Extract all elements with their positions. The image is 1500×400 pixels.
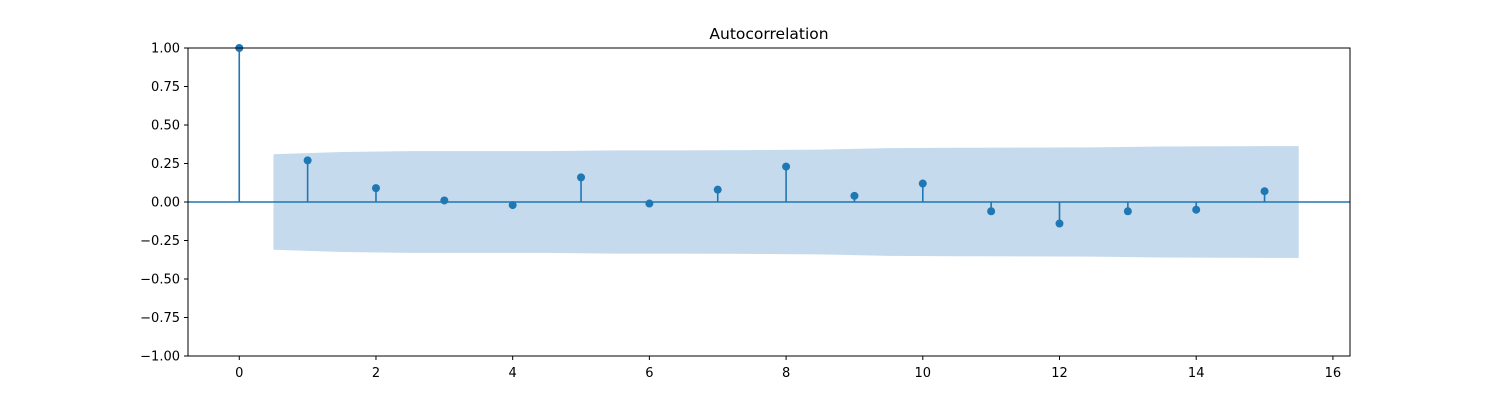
y-axis-ticks: −1.00 −0.75 −0.50 −0.25 0.00 0.25 0.50 0.75 1.00	[140, 42, 188, 365]
x-tick-label: 2	[372, 366, 380, 381]
stem-marker	[1260, 187, 1269, 196]
x-tick-label: 8	[782, 366, 790, 381]
stem-marker	[713, 185, 722, 194]
x-tick-label: 12	[1051, 366, 1068, 381]
stem-marker	[987, 207, 996, 216]
y-tick-label: 0.75	[151, 80, 180, 95]
x-tick-label: 4	[509, 366, 517, 381]
stem-marker	[1055, 219, 1064, 228]
x-axis-ticks: 0 2 4 6 8 10 12 14 16	[235, 356, 1341, 381]
stem-marker	[303, 156, 312, 165]
y-tick-label: −1.00	[140, 350, 180, 365]
stem-marker	[577, 173, 586, 182]
y-tick-label: −0.75	[140, 311, 180, 326]
stem-marker	[440, 196, 449, 205]
y-tick-label: −0.25	[140, 234, 180, 249]
stem-marker	[782, 162, 791, 171]
x-tick-label: 0	[235, 366, 243, 381]
y-tick-label: 1.00	[151, 42, 180, 57]
stem-marker	[918, 179, 927, 188]
stem-marker	[1123, 207, 1132, 216]
x-tick-label: 10	[915, 366, 932, 381]
chart-title: Autocorrelation	[709, 25, 828, 43]
y-tick-label: 0.00	[151, 196, 180, 211]
y-tick-label: 0.50	[151, 119, 180, 134]
stem-marker	[371, 184, 380, 193]
stem-marker	[508, 201, 517, 210]
y-tick-label: −0.50	[140, 273, 180, 288]
y-tick-label: 0.25	[151, 157, 180, 172]
stem-marker	[1192, 205, 1201, 214]
stem-marker	[645, 199, 654, 208]
stem-marker	[850, 191, 859, 200]
x-tick-label: 6	[645, 366, 653, 381]
x-tick-label: 16	[1325, 366, 1342, 381]
x-tick-label: 14	[1188, 366, 1205, 381]
stem-layer	[235, 44, 1269, 228]
